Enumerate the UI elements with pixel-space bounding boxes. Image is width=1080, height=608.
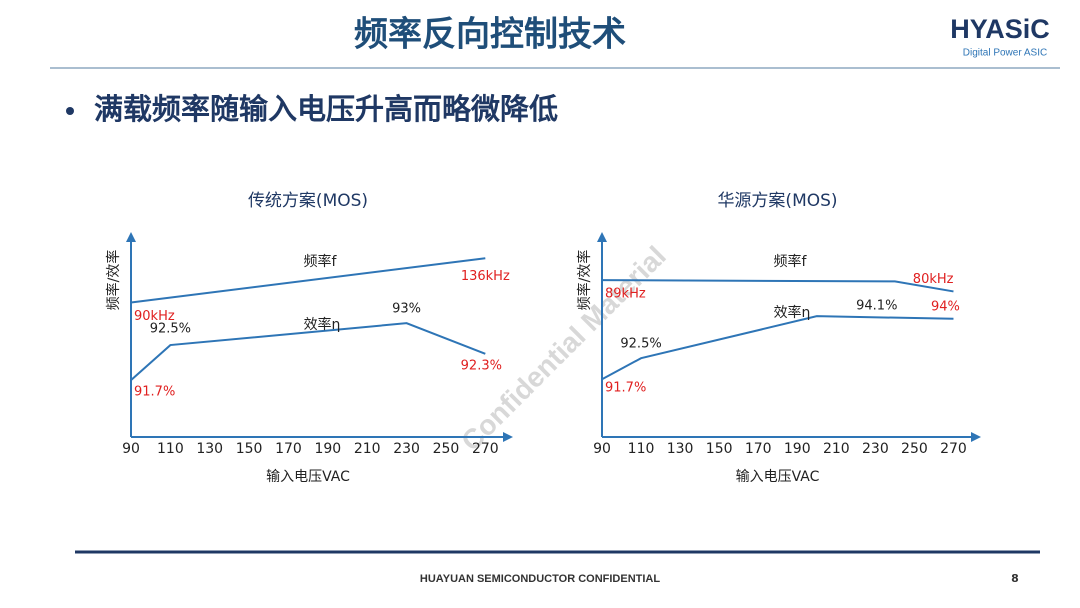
x-tick-label: 170 [745, 441, 772, 457]
logo-tagline: Digital Power ASIC [963, 48, 1047, 59]
chart-title: 传统方案(MOS) [248, 191, 368, 211]
value-label: 92.5% [620, 337, 661, 352]
logo: HYASiC [950, 14, 1050, 44]
x-axis-arrow [971, 432, 981, 442]
series-line [601, 315, 954, 381]
y-axis-arrow [597, 232, 607, 242]
y-axis-label: 频率/效率 [576, 250, 593, 311]
x-tick-label: 190 [784, 441, 811, 457]
value-label: 89kHz [605, 287, 646, 302]
value-label: 136kHz [461, 269, 510, 284]
value-label: 90kHz [134, 309, 175, 324]
value-label: 94.1% [856, 299, 897, 314]
x-tick-label: 270 [472, 441, 499, 457]
x-tick-label: 270 [940, 441, 967, 457]
x-tick-label: 170 [275, 441, 302, 457]
chart-title: 华源方案(MOS) [717, 191, 837, 211]
value-label: 92.5% [150, 322, 191, 337]
value-label: 94% [931, 299, 960, 314]
x-tick-label: 210 [823, 441, 850, 457]
x-tick-label: 230 [862, 441, 889, 457]
series-line [601, 279, 954, 293]
x-axis-label: 输入电压VAC [266, 469, 350, 485]
series-name: 频率f [304, 253, 338, 270]
series-line [130, 257, 486, 304]
x-tick-label: 130 [667, 441, 694, 457]
value-label: 80kHz [913, 272, 954, 287]
value-label: 91.7% [605, 381, 646, 396]
bullet-text: 满载频率随输入电压升高而略微降低 [94, 92, 558, 126]
value-label: 92.3% [461, 358, 502, 373]
x-tick-label: 230 [393, 441, 420, 457]
value-label: 91.7% [134, 385, 175, 400]
x-tick-label: 150 [706, 441, 733, 457]
slide-title: 频率反向控制技术 [354, 15, 626, 55]
y-axis-arrow [126, 232, 136, 242]
series-line [130, 322, 486, 381]
x-tick-label: 90 [122, 441, 140, 457]
x-tick-label: 130 [196, 441, 223, 457]
series-name: 效率η [304, 316, 341, 333]
bullet-dot [66, 107, 74, 115]
page-number: 8 [1011, 572, 1019, 585]
x-axis-label: 输入电压VAC [736, 469, 820, 485]
x-tick-label: 250 [901, 441, 928, 457]
x-tick-label: 190 [314, 441, 341, 457]
value-label: 93% [392, 302, 421, 317]
series-name: 频率f [774, 253, 808, 270]
x-axis-arrow [503, 432, 513, 442]
x-tick-label: 110 [628, 441, 655, 457]
footer-text: HUAYUAN SEMICONDUCTOR CONFIDENTIAL [420, 573, 660, 585]
x-tick-label: 150 [236, 441, 263, 457]
x-tick-label: 90 [593, 441, 611, 457]
x-tick-label: 110 [157, 441, 184, 457]
x-tick-label: 210 [354, 441, 381, 457]
x-tick-label: 250 [433, 441, 460, 457]
y-axis-label: 频率/效率 [105, 250, 122, 311]
series-name: 效率η [774, 304, 811, 321]
